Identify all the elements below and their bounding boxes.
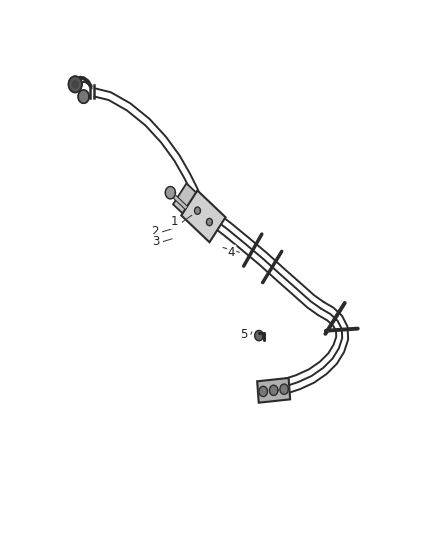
- Polygon shape: [173, 183, 199, 216]
- Polygon shape: [68, 76, 82, 93]
- Text: 2: 2: [152, 225, 159, 238]
- Polygon shape: [257, 378, 290, 403]
- Polygon shape: [259, 386, 267, 397]
- Polygon shape: [165, 187, 175, 199]
- Polygon shape: [269, 385, 278, 395]
- Polygon shape: [181, 190, 226, 242]
- Text: 5: 5: [240, 328, 247, 341]
- Polygon shape: [78, 90, 89, 103]
- Polygon shape: [206, 219, 212, 225]
- Polygon shape: [255, 330, 263, 341]
- Polygon shape: [194, 207, 201, 214]
- Text: 4: 4: [228, 246, 235, 259]
- Text: 1: 1: [171, 215, 179, 229]
- Polygon shape: [280, 384, 288, 394]
- Text: 3: 3: [152, 235, 159, 248]
- Polygon shape: [72, 81, 78, 88]
